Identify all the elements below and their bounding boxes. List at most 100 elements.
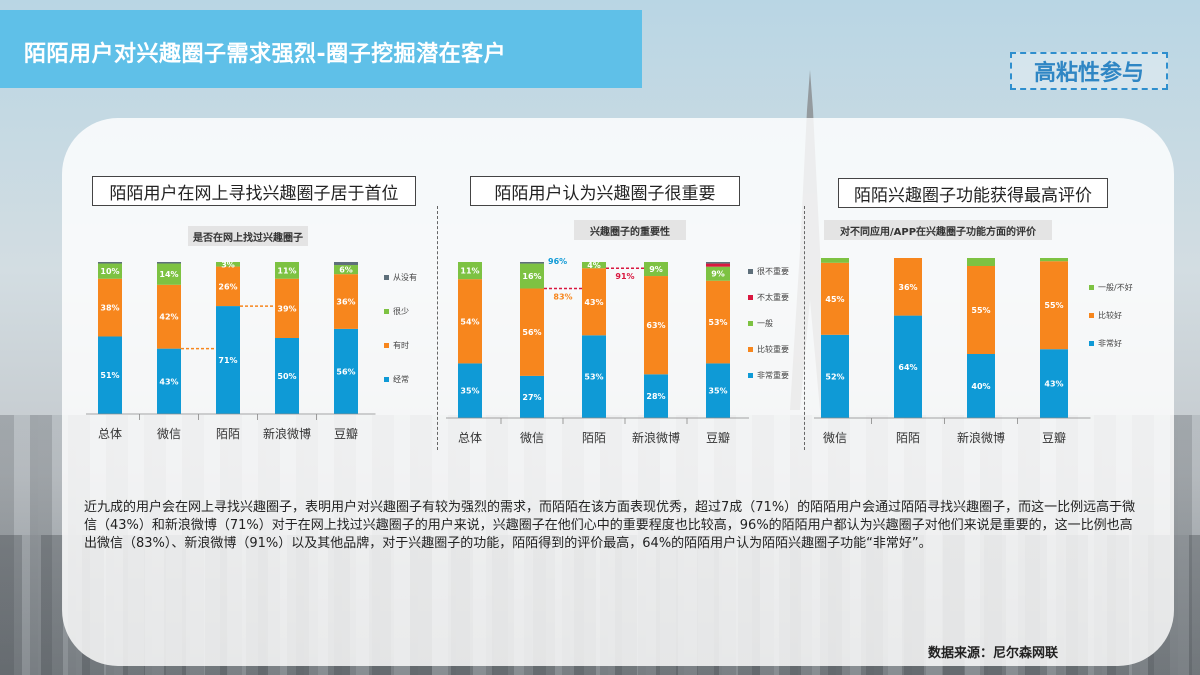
bar-segment <box>334 265 358 275</box>
legend-swatch <box>384 275 389 280</box>
data-label: 38% <box>100 304 119 313</box>
section-title-rating: 陌陌兴趣圈子功能获得最高评价 <box>838 178 1108 208</box>
data-label: 9% <box>649 265 663 274</box>
bar-segment <box>98 278 122 337</box>
chart3-title: 对不同应用/APP在兴趣圈子功能方面的评价 <box>824 220 1052 240</box>
data-label: 40% <box>971 382 990 391</box>
category-label: 微信 <box>520 431 544 445</box>
chart1-title: 是否在网上找过兴趣圈子 <box>188 226 308 246</box>
bar-segment <box>821 334 849 418</box>
data-label: 39% <box>277 304 296 313</box>
data-label: 53% <box>708 318 727 327</box>
data-label: 55% <box>971 306 990 315</box>
bar-segment <box>520 375 544 418</box>
bar-segment <box>706 280 730 364</box>
data-label: 11% <box>460 267 479 276</box>
bar-segment <box>967 266 995 354</box>
legend-swatch <box>1089 313 1094 318</box>
category-label: 新浪微博 <box>263 426 311 441</box>
description-text: 近九成的用户会在网上寻找兴趣圈子，表明用户对兴趣圈子有较为强烈的需求，而陌陌在该… <box>84 500 1136 551</box>
section-title-search: 陌陌用户在网上寻找兴趣圈子居于首位 <box>92 176 416 206</box>
category-label: 豆瓣 <box>334 427 358 441</box>
category-label: 微信 <box>823 431 847 445</box>
data-label: 71% <box>218 356 237 365</box>
data-label: 28% <box>646 392 665 401</box>
bar-segment <box>458 262 482 280</box>
bar-segment <box>98 263 122 279</box>
data-label: 14% <box>159 270 178 279</box>
bar-segment <box>1040 261 1068 350</box>
legend-label: 从没有 <box>393 272 417 282</box>
chart-rating: 52% 45% 微信 64% 36% 陌陌 40% 55% 新浪微博 43% 55% 豆瓣 一般/不好比… <box>814 258 1133 445</box>
bar-segment <box>98 262 122 264</box>
bar-segment <box>216 266 240 307</box>
data-label: 16% <box>522 272 541 281</box>
legend-swatch <box>1089 341 1094 346</box>
bar-segment <box>644 374 668 418</box>
header-bar <box>0 10 642 88</box>
data-label: 26% <box>218 282 237 291</box>
bar-segment <box>1040 349 1068 418</box>
bar-segment <box>821 262 849 335</box>
bar-segment <box>275 262 299 279</box>
bar-segment <box>520 262 544 264</box>
data-label: 36% <box>898 283 917 292</box>
data-label: 36% <box>336 298 355 307</box>
chart-search: 51% 38% 10% 总体 43% 42% 14% 微信 71% 26% 3% 陌陌 50% 39% 11… <box>86 260 417 441</box>
engagement-badge: 高粘性参与 <box>1010 52 1168 90</box>
legend-swatch <box>748 269 753 274</box>
legend-label: 一般 <box>757 318 773 328</box>
bar-segment <box>157 263 181 285</box>
legend-swatch <box>384 377 389 382</box>
annotation-label: 83% <box>553 293 572 302</box>
bar-segment <box>582 268 606 336</box>
bar-segment <box>967 354 995 418</box>
legend-label: 经常 <box>393 374 409 384</box>
data-label: 56% <box>522 328 541 337</box>
section-title-importance: 陌陌用户认为兴趣圈子很重要 <box>470 176 740 206</box>
bar-segment <box>967 258 995 266</box>
category-label: 总体 <box>98 427 122 441</box>
bar-segment <box>644 276 668 375</box>
bar-segment <box>216 262 240 267</box>
divider-left <box>437 206 438 450</box>
legend-label: 有时 <box>393 340 409 350</box>
annotation-label: 91% <box>615 272 634 281</box>
bar-segment <box>157 284 181 349</box>
bar-segment <box>458 279 482 364</box>
annotation-label: 96% <box>548 257 567 266</box>
data-label: 43% <box>1044 380 1063 389</box>
bar-segment <box>644 262 668 277</box>
legend-label: 很不重要 <box>757 266 789 276</box>
data-label: 63% <box>646 321 665 330</box>
legend-label: 比较好 <box>1098 310 1122 320</box>
bar-segment <box>157 348 181 414</box>
data-label: 35% <box>708 387 727 396</box>
legend-label: 非常重要 <box>757 370 789 380</box>
legend-label: 不太重要 <box>757 292 789 302</box>
legend-label: 很少 <box>393 307 409 316</box>
bar-segment <box>706 263 730 267</box>
category-label: 微信 <box>157 427 181 441</box>
bar-segment <box>821 258 849 263</box>
category-label: 豆瓣 <box>1042 431 1066 445</box>
page-title: 陌陌用户对兴趣圈子需求强烈-圈子挖掘潜在客户 <box>24 42 507 67</box>
legend-swatch <box>748 373 753 378</box>
bar-segment <box>275 278 299 338</box>
legend-swatch <box>748 295 753 300</box>
data-label: 55% <box>1044 301 1063 310</box>
data-label: 56% <box>336 367 355 376</box>
data-label: 43% <box>159 377 178 386</box>
legend-label: 比较重要 <box>757 344 789 354</box>
bar-segment <box>334 274 358 329</box>
data-label: 45% <box>825 295 844 304</box>
data-label: 35% <box>460 387 479 396</box>
data-label: 11% <box>277 266 296 275</box>
data-label: 9% <box>711 270 725 279</box>
divider-right <box>804 206 805 450</box>
legend-swatch <box>748 321 753 326</box>
category-label: 陌陌 <box>896 431 920 445</box>
category-label: 陌陌 <box>216 427 240 441</box>
data-label: 6% <box>339 266 353 275</box>
bar-segment <box>98 336 122 414</box>
